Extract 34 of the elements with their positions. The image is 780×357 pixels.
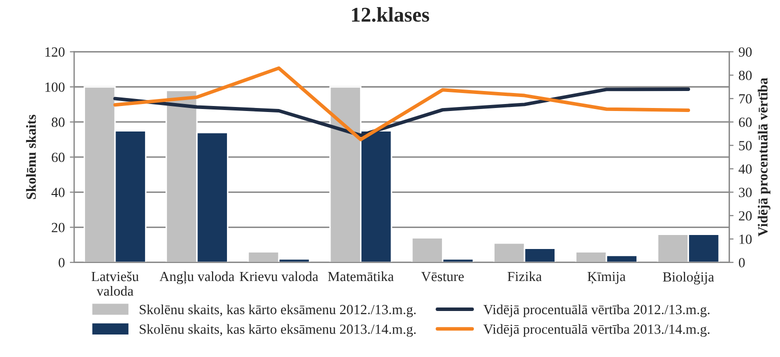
x-tick-label: Matemātika [328,271,394,282]
x-tick-label: Latviešu valoda [92,271,139,296]
y2-tick-label: 90 [738,47,752,57]
y-tick-label: 0 [58,258,65,268]
y2-tick-label: 30 [738,188,752,198]
legend-label: Vidējā procentuālā vērtība 2012./13.m.g. [483,304,710,318]
y2-tick-label: 60 [738,118,752,127]
y-tick-label: 40 [51,188,65,198]
legend-label: Skolēnu skaits, kas kārto eksāmenu 2012./13.m.g. [140,304,416,318]
y2-axis-title: Vidējā procentuālā vērtība [758,78,770,236]
x-tick-label: Ķīmija [588,272,626,284]
y2-tick-label: 70 [739,94,752,104]
y-tick-label: 80 [52,118,65,127]
line-series [113,66,690,142]
x-tick-label: Vēsture [421,272,464,282]
y-tick-label: 20 [52,222,65,232]
legend-label: Vidējā procentuālā vērtība 2013./14.m.g. [483,324,710,337]
y-tick-label: 100 [45,82,65,92]
legend-label: Skolēnu skaits, kas kārto eksāmenu 2013./14.m.g. [140,324,416,337]
y-tick-label: 120 [45,47,65,57]
y2-tick-label: 0 [738,258,745,268]
x-tick-label: Bioloģija [662,271,714,285]
y2-tick-label: 80 [738,70,752,80]
y-tick-label: 60 [52,152,65,162]
y2-tick-label: 50 [739,140,752,150]
x-tick-label: Fizika [508,271,542,282]
y2-tick-label: 10 [740,234,752,244]
x-tick-label: Krievu valoda [240,271,318,282]
chart-title: 12.klases [352,7,430,22]
line-series [113,87,690,138]
x-tick-label: Angļu valoda [159,271,234,284]
y-axis-title: Skolēnu skaits [26,114,36,199]
y2-tick-label: 20 [738,211,752,221]
y2-tick-label: 40 [738,164,752,174]
